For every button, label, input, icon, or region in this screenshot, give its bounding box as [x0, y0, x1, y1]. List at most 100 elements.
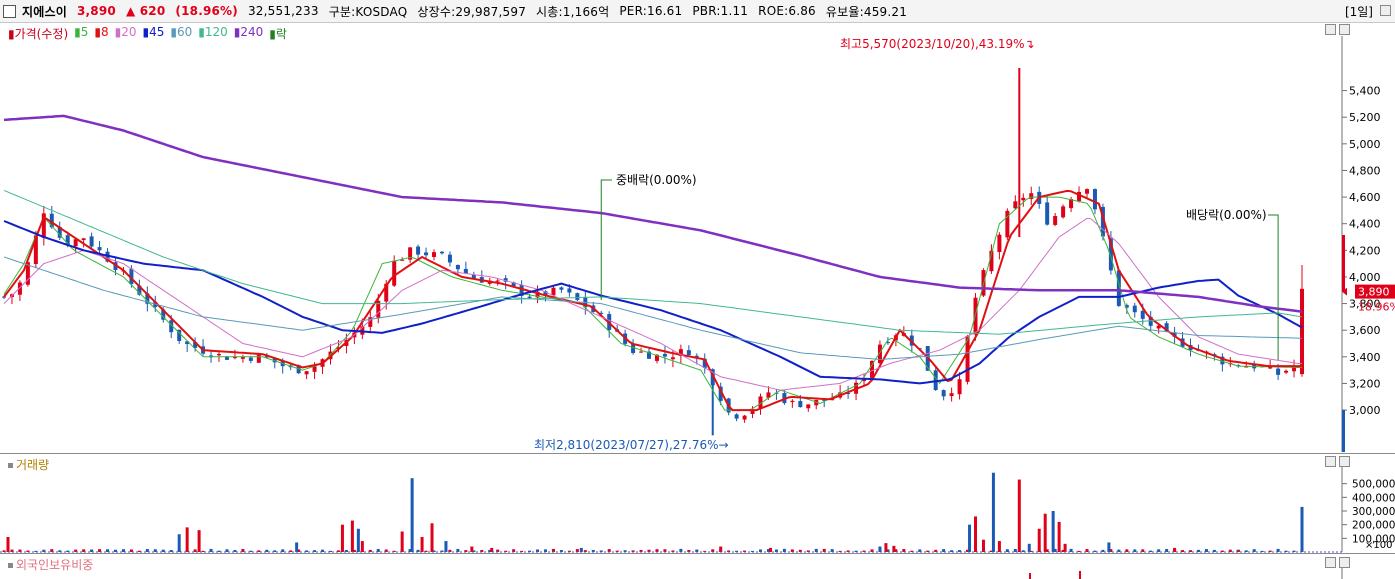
- listed-shares: 상장수:29,987,597: [417, 4, 527, 19]
- foreign-pane-minimize-icon[interactable]: [1325, 557, 1336, 568]
- current-price-pct: 18.96%: [1358, 301, 1395, 314]
- period-selector[interactable]: [1일]: [1344, 5, 1373, 19]
- volume-bar: [42, 549, 46, 552]
- volume-spike: [400, 531, 404, 552]
- candle-body: [376, 300, 381, 318]
- volume-bar: [663, 549, 667, 552]
- volume-bar: [1005, 549, 1009, 552]
- candle-body: [694, 355, 699, 357]
- candle-body: [1053, 216, 1058, 225]
- legend-item-5[interactable]: ▮60: [170, 25, 193, 39]
- candle-body: [662, 353, 667, 357]
- volume-bar: [607, 549, 611, 552]
- volume-bar: [289, 550, 293, 552]
- volume-bar: [50, 549, 54, 552]
- volume-bar: [217, 550, 221, 552]
- volume-bar: [854, 550, 858, 552]
- select-checkbox[interactable]: [3, 4, 16, 18]
- volume-bar: [368, 549, 372, 552]
- volume-bar: [440, 550, 444, 552]
- volume-bar: [1117, 549, 1121, 552]
- volume-bar: [1133, 549, 1137, 552]
- high-annotation: 최고5,570(2023/10/20),43.19%↴: [840, 37, 1035, 51]
- volume-tick-label: 300,000: [1352, 506, 1395, 518]
- candle-body: [869, 360, 874, 378]
- volume-bar: [1204, 549, 1208, 552]
- price-pane-maximize-icon[interactable]: [1339, 24, 1350, 35]
- candle-body: [814, 399, 819, 406]
- volume-bar: [1189, 550, 1193, 552]
- volume-bar: [26, 550, 30, 552]
- foreign-pane-label: 외국인보유비중: [8, 556, 93, 573]
- volume-bar: [321, 549, 325, 552]
- legend-item-4[interactable]: ▮45: [142, 25, 165, 39]
- pane-divider-2: [0, 553, 1395, 554]
- volume-bar: [631, 550, 635, 552]
- volume-bar: [145, 549, 149, 552]
- volume-bar: [830, 549, 834, 552]
- candle-body: [73, 239, 78, 247]
- volume-bar: [846, 550, 850, 552]
- price-tick-label: 4,600: [1349, 191, 1381, 204]
- candle-body: [1084, 189, 1089, 194]
- price-change-pct: (18.96%): [175, 4, 238, 18]
- legend-item-7[interactable]: ▮240: [233, 25, 264, 39]
- candle-body: [758, 396, 763, 409]
- volume-bar: [58, 550, 62, 552]
- foreign-pane-title: 외국인보유비중: [16, 558, 94, 572]
- current-price-tag: [1355, 284, 1395, 299]
- price-pane-minimize-icon[interactable]: [1325, 24, 1336, 35]
- legend-item-8[interactable]: ▮락: [269, 27, 287, 41]
- volume-pane-minimize-icon[interactable]: [1325, 456, 1336, 467]
- volume-bar: [870, 549, 874, 552]
- legend-item-6[interactable]: ▮120: [198, 25, 228, 39]
- volume-bar: [1252, 549, 1256, 552]
- candle-body: [129, 268, 134, 285]
- ex-rights-label: 중배락(0.00%): [616, 173, 697, 187]
- volume-bar: [472, 550, 476, 552]
- volume-bar: [328, 550, 332, 552]
- volume-bar: [862, 550, 866, 552]
- volume-bar: [106, 549, 110, 552]
- volume-bar: [153, 549, 157, 552]
- volume-spike: [884, 543, 888, 552]
- candle-body: [559, 287, 564, 290]
- candle-body: [1220, 356, 1225, 365]
- legend-item-1[interactable]: ▮5: [74, 25, 89, 39]
- candle-body: [400, 259, 405, 261]
- volume-bar: [249, 550, 253, 552]
- volume-bar: [989, 550, 993, 552]
- volume-bar: [926, 550, 930, 552]
- foreign-pane-maximize-icon[interactable]: [1339, 557, 1350, 568]
- volume-bar: [599, 550, 603, 552]
- volume-range-bar: [1342, 410, 1345, 452]
- legend-item-0[interactable]: ▮가격(수정): [8, 27, 69, 41]
- candle-body: [949, 393, 954, 397]
- candle-body: [1005, 210, 1010, 238]
- volume-pane-maximize-icon[interactable]: [1339, 456, 1350, 467]
- volume-bar: [942, 549, 946, 552]
- volume-bar: [966, 549, 970, 552]
- candle-body: [495, 280, 500, 282]
- candle-body: [57, 226, 62, 238]
- volume-bar: [1228, 549, 1232, 552]
- volume-tick-label: 100,000: [1352, 533, 1395, 545]
- window-close-icon[interactable]: [1380, 5, 1391, 16]
- candle-body: [137, 285, 142, 295]
- volume-bar: [193, 549, 197, 552]
- candle-body: [1116, 270, 1121, 306]
- volume-spike: [997, 541, 1001, 552]
- volume-bar: [958, 550, 962, 552]
- volume-spike: [991, 472, 995, 552]
- candle-body: [933, 370, 938, 390]
- volume-bar: [1141, 549, 1145, 552]
- candle-body: [734, 414, 739, 419]
- legend-item-2[interactable]: ▮8: [94, 25, 109, 39]
- ex-dividend-marker: [1268, 214, 1279, 360]
- volume-bar: [1260, 550, 1264, 552]
- candle-body: [639, 351, 644, 353]
- volume-bar: [727, 550, 731, 552]
- candle-body: [678, 349, 683, 356]
- stock-name: 지에스이: [22, 4, 67, 19]
- legend-item-3[interactable]: ▮20: [114, 25, 137, 39]
